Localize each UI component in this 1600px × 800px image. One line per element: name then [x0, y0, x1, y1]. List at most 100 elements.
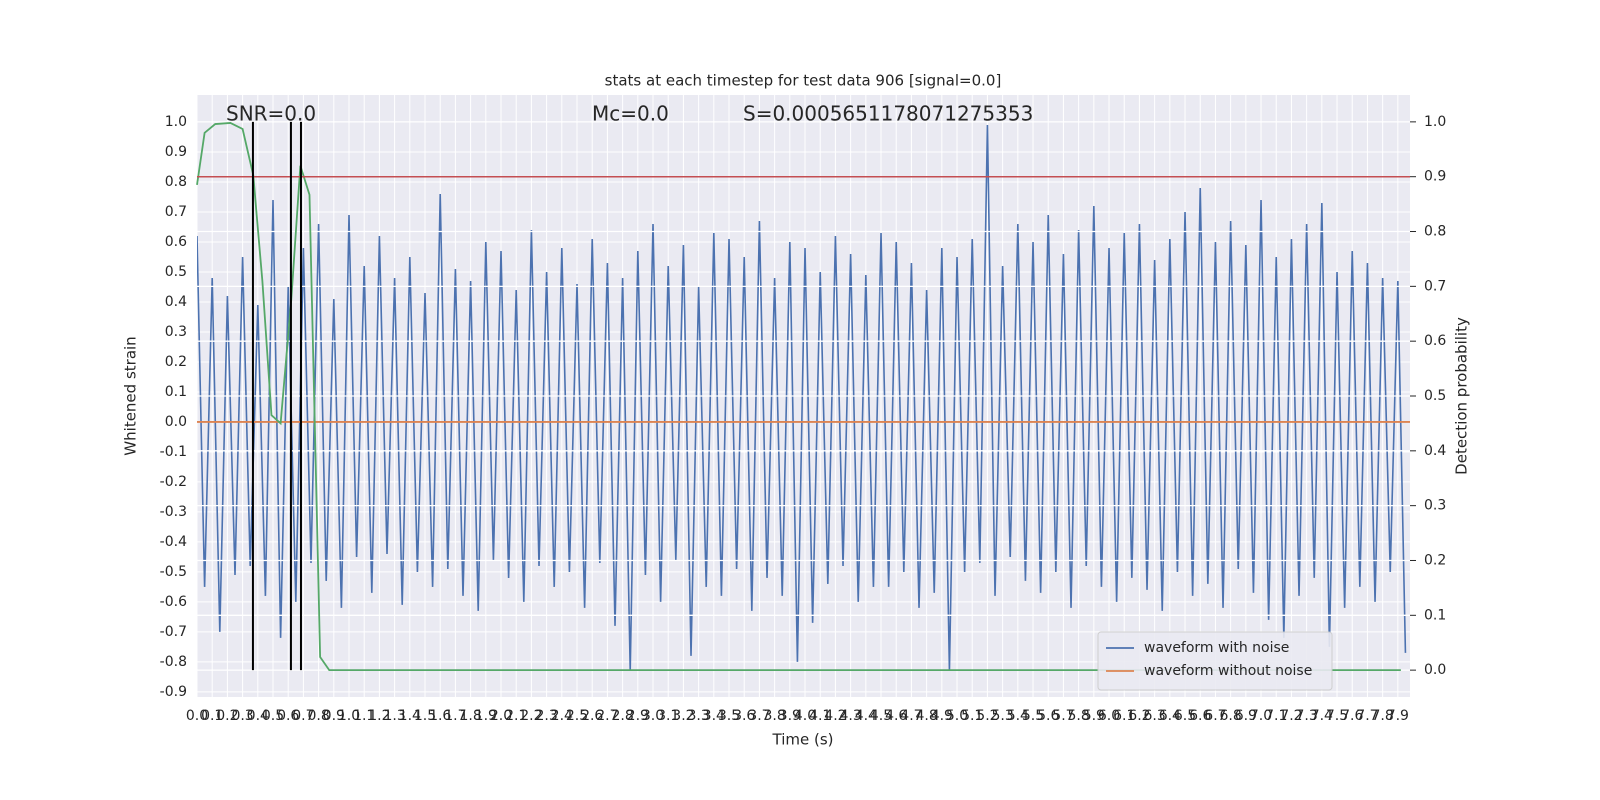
- x-tick-label: 7.9: [1387, 708, 1409, 724]
- y-tick-label: 0.4: [165, 294, 187, 310]
- y-tick-label: -0.7: [160, 624, 187, 640]
- x-tick-label: 2.8: [611, 708, 633, 724]
- x-tick-label: 6.1: [1113, 708, 1135, 724]
- y-axis-label: Whitened strain: [122, 336, 140, 455]
- x-tick-label: 2.4: [551, 708, 573, 724]
- x-tick-label: 4.2: [824, 708, 846, 724]
- x-tick-label: 4.0: [794, 708, 816, 724]
- x-tick-label: 6.0: [1098, 708, 1120, 724]
- x-tick-label: 0.7: [292, 708, 314, 724]
- x-tick-label: 2.5: [566, 708, 588, 724]
- y-tick-label: 0.2: [165, 354, 187, 370]
- y-tick-label: -0.1: [160, 444, 187, 460]
- x-tick-label: 0.2: [216, 708, 238, 724]
- annotation: Mc=0.0: [592, 102, 669, 126]
- x-tick-label: 7.0: [1250, 708, 1272, 724]
- y-tick-label: -0.6: [160, 594, 187, 610]
- x-tick-label: 3.4: [703, 708, 725, 724]
- y-tick-label: -0.4: [160, 534, 187, 550]
- x-tick-label: 7.2: [1280, 708, 1302, 724]
- x-tick-label: 6.7: [1204, 708, 1226, 724]
- x-tick-label: 5.0: [946, 708, 968, 724]
- y2-tick-label: 0.5: [1424, 388, 1446, 404]
- y-tick-label: -0.3: [160, 504, 187, 520]
- x-tick-label: 6.6: [1189, 708, 1211, 724]
- x-tick-label: 7.5: [1326, 708, 1348, 724]
- x-tick-label: 0.0: [186, 708, 208, 724]
- y2-tick-label: 0.1: [1424, 607, 1446, 623]
- y2-tick-label: 0.6: [1424, 333, 1446, 349]
- x-tick-label: 3.9: [779, 708, 801, 724]
- y-tick-label: 0.3: [165, 324, 187, 340]
- series-line: [196, 122, 1401, 672]
- y2-tick-label: 0.7: [1424, 278, 1446, 294]
- x-tick-label: 0.1: [201, 708, 223, 724]
- y-tick-label: -0.2: [160, 474, 187, 490]
- x-tick-label: 1.3: [383, 708, 405, 724]
- x-tick-label: 4.8: [915, 708, 937, 724]
- y-tick-label: 0.9: [165, 144, 187, 160]
- x-tick-label: 1.7: [444, 708, 466, 724]
- x-tick-label: 2.3: [535, 708, 557, 724]
- y-tick-label: -0.8: [160, 654, 187, 670]
- y-tick-label: -0.5: [160, 564, 187, 580]
- annotation: S=0.0005651178071275353: [743, 102, 1033, 126]
- x-tick-label: 0.9: [323, 708, 345, 724]
- y2-tick-label: 0.8: [1424, 224, 1446, 240]
- series-line: [197, 124, 1407, 671]
- x-tick-label: 7.6: [1341, 708, 1363, 724]
- x-tick-label: 4.6: [885, 708, 907, 724]
- x-tick-label: 4.1: [809, 708, 831, 724]
- x-tick-label: 5.5: [1022, 708, 1044, 724]
- y2-tick-label: 1.0: [1424, 114, 1446, 130]
- y2-tick-label: 0.3: [1424, 498, 1446, 514]
- x-tick-label: 1.9: [475, 708, 497, 724]
- y2-tick-label: 0.9: [1424, 169, 1446, 185]
- x-tick-label: 3.8: [763, 708, 785, 724]
- y-tick-label: 0.7: [165, 204, 187, 220]
- x-tick-label: 3.6: [733, 708, 755, 724]
- x-tick-label: 5.1: [961, 708, 983, 724]
- x-tick-label: 5.3: [991, 708, 1013, 724]
- x-tick-label: 3.5: [718, 708, 740, 724]
- y-tick-label: -0.9: [160, 684, 187, 700]
- x-tick-label: 3.0: [642, 708, 664, 724]
- x-tick-label: 3.7: [748, 708, 770, 724]
- x-tick-label: 2.1: [505, 708, 527, 724]
- legend-label: waveform with noise: [1144, 640, 1289, 656]
- x-tick-label: 5.9: [1083, 708, 1105, 724]
- y2-tick-label: 0.0: [1424, 662, 1446, 678]
- x-tick-label: 4.7: [900, 708, 922, 724]
- x-tick-label: 7.3: [1296, 708, 1318, 724]
- x-tick-label: 5.6: [1037, 708, 1059, 724]
- x-tick-label: 4.3: [839, 708, 861, 724]
- x-tick-label: 2.6: [581, 708, 603, 724]
- y-tick-label: 0.0: [165, 414, 187, 430]
- annotation: SNR=0.0: [226, 102, 316, 126]
- x-tick-label: 3.2: [672, 708, 694, 724]
- x-tick-label: 1.6: [429, 708, 451, 724]
- y-tick-label: 0.5: [165, 264, 187, 280]
- x-tick-label: 6.4: [1159, 708, 1181, 724]
- x-tick-label: 5.4: [1007, 708, 1029, 724]
- legend-label: waveform without noise: [1144, 663, 1312, 679]
- x-tick-label: 5.8: [1067, 708, 1089, 724]
- x-tick-label: 1.8: [459, 708, 481, 724]
- x-tick-label: 7.8: [1372, 708, 1394, 724]
- x-tick-label: 0.8: [307, 708, 329, 724]
- x-axis-label: Time (s): [772, 731, 834, 749]
- x-tick-label: 5.7: [1052, 708, 1074, 724]
- y-tick-label: 1.0: [165, 114, 187, 130]
- x-tick-label: 1.5: [414, 708, 436, 724]
- x-tick-label: 0.3: [231, 708, 253, 724]
- y-tick-label: 0.1: [165, 384, 187, 400]
- x-tick-label: 7.7: [1356, 708, 1378, 724]
- x-tick-label: 3.1: [657, 708, 679, 724]
- x-tick-label: 6.8: [1220, 708, 1242, 724]
- x-tick-label: 5.2: [976, 708, 998, 724]
- x-tick-label: 3.3: [687, 708, 709, 724]
- x-tick-label: 6.5: [1174, 708, 1196, 724]
- legend-box: [1097, 631, 1333, 691]
- x-tick-label: 1.1: [353, 708, 375, 724]
